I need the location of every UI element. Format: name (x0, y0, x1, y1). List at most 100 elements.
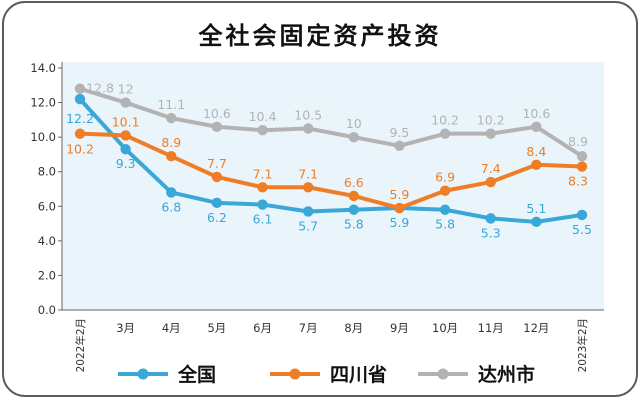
y-tick-label: 12.0 (30, 96, 56, 110)
data-label: 10.6 (203, 106, 231, 121)
data-point (74, 83, 86, 94)
data-label: 12 (118, 82, 134, 97)
data-point (302, 123, 314, 134)
data-label: 10.5 (294, 108, 322, 123)
data-label: 5.8 (344, 217, 364, 232)
data-label: 6.9 (435, 170, 455, 185)
data-label: 10.6 (522, 106, 550, 121)
legend-label: 四川省 (330, 364, 387, 386)
data-label: 10.2 (66, 142, 94, 157)
data-point (74, 128, 86, 139)
x-tick-label: 6月 (253, 321, 272, 335)
legend-label: 达州市 (478, 363, 535, 386)
data-point (576, 209, 588, 221)
data-label: 10 (346, 116, 362, 131)
data-point (120, 97, 131, 108)
x-tick-label: 7月 (299, 321, 318, 335)
legend: 全国 四川省 达州市 (118, 363, 535, 386)
data-label: 7.1 (298, 166, 318, 181)
data-point (394, 202, 405, 214)
data-label: 12.8 (86, 81, 114, 96)
data-point (166, 150, 177, 162)
x-tick-label: 8月 (344, 321, 363, 335)
data-point (211, 171, 223, 183)
data-label: 10.2 (431, 113, 459, 128)
data-point (531, 159, 542, 170)
data-label: 8.9 (161, 135, 181, 150)
data-point (74, 93, 86, 105)
data-point (576, 150, 588, 162)
x-tick-label: 11月 (478, 321, 504, 335)
x-tick-label: 3月 (116, 321, 135, 335)
y-tick-label: 2.0 (38, 268, 56, 282)
legend-marker (289, 368, 301, 380)
data-point (576, 161, 588, 172)
data-label: 6.8 (161, 199, 181, 214)
data-label: 8.3 (568, 174, 588, 189)
data-point (166, 187, 177, 198)
data-label: 9.3 (116, 156, 136, 171)
x-tick-label: 2023年2月 (576, 318, 589, 372)
series-layer (74, 83, 588, 228)
data-label: 5.7 (298, 218, 318, 233)
legend-marker (437, 368, 449, 380)
data-point (485, 176, 496, 188)
data-point (394, 140, 405, 151)
series-line (78, 86, 584, 159)
y-tick-label: 0.0 (38, 303, 56, 317)
data-point (211, 197, 223, 209)
data-label: 11.1 (157, 97, 185, 112)
data-point (439, 204, 451, 215)
data-label: 5.1 (526, 201, 546, 216)
data-point (531, 216, 542, 228)
data-point (348, 131, 360, 143)
y-tick-label: 10.0 (30, 130, 56, 144)
data-label: 10.4 (249, 109, 277, 124)
data-label: 5.3 (481, 225, 501, 240)
data-label: 6.2 (207, 210, 227, 225)
data-point (257, 199, 268, 210)
data-point (485, 213, 496, 224)
data-label: 7.7 (207, 156, 227, 171)
x-tick-label: 12月 (523, 321, 549, 335)
data-point (120, 144, 131, 155)
x-tick-label: 9月 (390, 321, 409, 335)
data-label: 8.4 (526, 144, 546, 159)
y-tick-label: 8.0 (38, 165, 56, 179)
data-label: 5.9 (390, 215, 410, 230)
data-point (257, 125, 268, 136)
data-label: 5.5 (572, 222, 592, 237)
data-label: 9.5 (390, 125, 410, 140)
data-label: 7.1 (253, 166, 273, 181)
y-axis-ticks: 0.0 2.0 4.0 6.0 8.0 10.0 12.0 14.0 (30, 61, 62, 317)
x-tick-label: 10月 (432, 321, 458, 335)
y-tick-label: 4.0 (38, 234, 56, 248)
plot-area (62, 62, 604, 310)
x-tick-label: 5月 (207, 321, 226, 335)
data-label: 10.1 (112, 114, 140, 129)
data-label: 5.8 (435, 217, 455, 232)
y-tick-label: 6.0 (38, 199, 56, 213)
data-label: 5.9 (390, 187, 410, 202)
data-point (348, 204, 360, 215)
data-label: 6.6 (344, 175, 364, 190)
series-line (78, 97, 584, 224)
data-point (531, 121, 542, 132)
data-label: 12.2 (66, 111, 94, 126)
data-point (166, 112, 177, 124)
data-point (348, 190, 360, 202)
data-point (257, 182, 268, 193)
data-point (439, 185, 451, 196)
data-label: 10.2 (477, 113, 505, 128)
data-label: 6.1 (253, 212, 273, 227)
legend-label: 全国 (177, 363, 216, 386)
data-label: 8.9 (568, 134, 588, 149)
data-point (120, 130, 131, 141)
y-tick-label: 14.0 (30, 61, 56, 75)
x-tick-label: 4月 (162, 321, 181, 335)
legend-marker (137, 368, 149, 380)
data-point (439, 128, 451, 139)
data-labels: 12.2 9.3 6.8 6.2 6.1 5.7 5.8 5.9 5.8 5.3 5.1 5.5 10.… (66, 81, 592, 241)
x-tick-label: 2022年2月 (74, 318, 87, 372)
